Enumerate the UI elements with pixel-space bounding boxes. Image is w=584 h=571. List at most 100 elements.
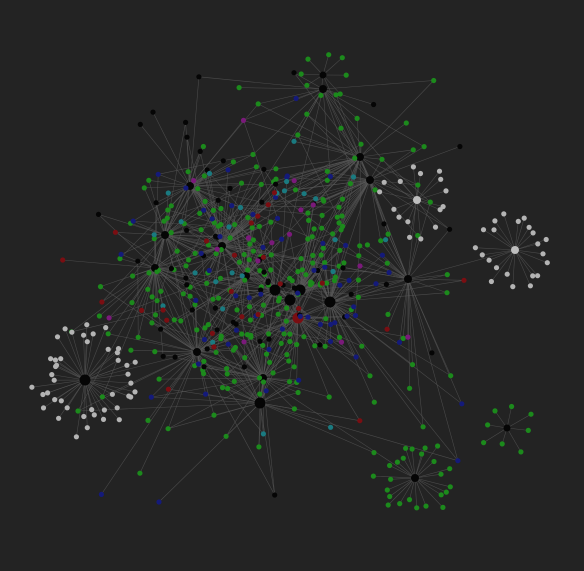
graph-edge <box>98 214 156 269</box>
graph-edge <box>373 475 416 479</box>
cluster-hub-node <box>79 374 91 386</box>
hub-node <box>254 397 266 409</box>
green-star-leaf-node <box>400 455 406 461</box>
green-node <box>294 341 300 348</box>
graph-edge <box>257 299 291 315</box>
green-node <box>141 185 147 191</box>
green-star-leaf-node <box>394 459 400 465</box>
graph-edge <box>84 379 88 428</box>
gray-star-leaf-node <box>29 384 35 390</box>
gray-star-leaf-node <box>73 434 79 440</box>
graph-edge <box>297 317 408 338</box>
graph-edge <box>184 223 202 230</box>
navy-node <box>229 203 235 209</box>
green-node <box>385 311 391 317</box>
green-node <box>231 378 237 384</box>
green-node <box>213 349 219 355</box>
graph-edge <box>407 278 424 427</box>
graph-edge <box>322 80 434 90</box>
graph-edge <box>189 185 200 214</box>
graph-edge <box>414 477 442 496</box>
graph-edge <box>58 379 86 419</box>
graph-edge <box>155 314 198 353</box>
green-node <box>246 304 253 310</box>
navy-node <box>201 336 208 343</box>
graph-edge <box>196 351 264 379</box>
graph-edge <box>147 351 198 421</box>
graph-edge <box>329 301 363 347</box>
green-node <box>205 242 212 248</box>
graph-edge <box>164 234 196 254</box>
green-node <box>242 277 248 283</box>
black-node <box>204 346 210 352</box>
graph-edge <box>233 349 264 379</box>
green-node <box>267 359 273 365</box>
graph-edge <box>329 274 448 303</box>
black-node <box>258 287 264 293</box>
graph-nodes <box>29 52 550 511</box>
graph-edge <box>514 218 525 251</box>
graph-edge <box>393 199 418 210</box>
gray-star-leaf-node <box>132 389 138 395</box>
graph-edge <box>84 373 129 381</box>
gray-star-leaf-node <box>105 346 111 352</box>
black-node <box>257 338 263 344</box>
graph-edge <box>307 179 371 214</box>
graph-edge <box>154 267 291 301</box>
graph-edge <box>359 245 409 280</box>
graph-edge <box>154 156 361 269</box>
green-node <box>158 288 164 294</box>
graph-edge <box>329 267 344 303</box>
navy-node <box>352 312 359 319</box>
graph-edge <box>84 379 118 409</box>
graph-edge <box>329 245 346 303</box>
gray-star-leaf-node <box>49 372 55 378</box>
graph-edge <box>405 448 416 479</box>
gray-star-leaf-node <box>397 178 403 184</box>
navy-node <box>297 313 303 319</box>
navy-node <box>327 338 334 345</box>
black-node <box>150 109 156 115</box>
navy-node <box>293 95 299 102</box>
green-node <box>309 234 315 240</box>
graph-edge <box>140 124 191 187</box>
navy-node <box>327 173 333 180</box>
navy-node <box>130 218 136 224</box>
green-node <box>230 347 236 353</box>
graph-edge <box>168 351 198 390</box>
green-node <box>171 317 177 323</box>
graph-edge <box>235 289 276 297</box>
graph-edge <box>245 275 291 301</box>
graph-edge <box>247 334 264 379</box>
graph-edge <box>414 468 450 479</box>
black-node <box>315 267 321 274</box>
graph-edge <box>155 245 223 268</box>
green-node <box>270 370 276 376</box>
graph-edge <box>321 179 371 216</box>
gray-star-leaf-node <box>492 218 498 224</box>
graph-edge <box>133 220 166 236</box>
gray-star-leaf-node <box>81 332 87 338</box>
graph-edge <box>84 379 104 420</box>
green-node <box>247 241 253 247</box>
graph-edge <box>506 427 522 453</box>
navy-node <box>225 341 231 347</box>
gray-star-leaf-node <box>89 407 95 413</box>
green-node <box>286 358 292 364</box>
cluster-hub-node <box>503 424 511 432</box>
graph-edge <box>215 352 261 404</box>
black-node <box>158 326 164 332</box>
graph-edge <box>329 301 357 358</box>
graph-edge <box>55 359 86 381</box>
graph-edge <box>164 179 371 236</box>
maroon-node <box>164 317 170 323</box>
graph-edge <box>259 402 375 453</box>
green-node <box>320 245 326 251</box>
gray-star-leaf-node <box>56 415 62 421</box>
green-node <box>249 225 255 231</box>
graph-edge <box>130 349 198 353</box>
gray-star-leaf-node <box>410 164 416 170</box>
green-node <box>246 257 252 263</box>
navy-node <box>206 267 212 274</box>
graph-edge <box>216 329 264 379</box>
